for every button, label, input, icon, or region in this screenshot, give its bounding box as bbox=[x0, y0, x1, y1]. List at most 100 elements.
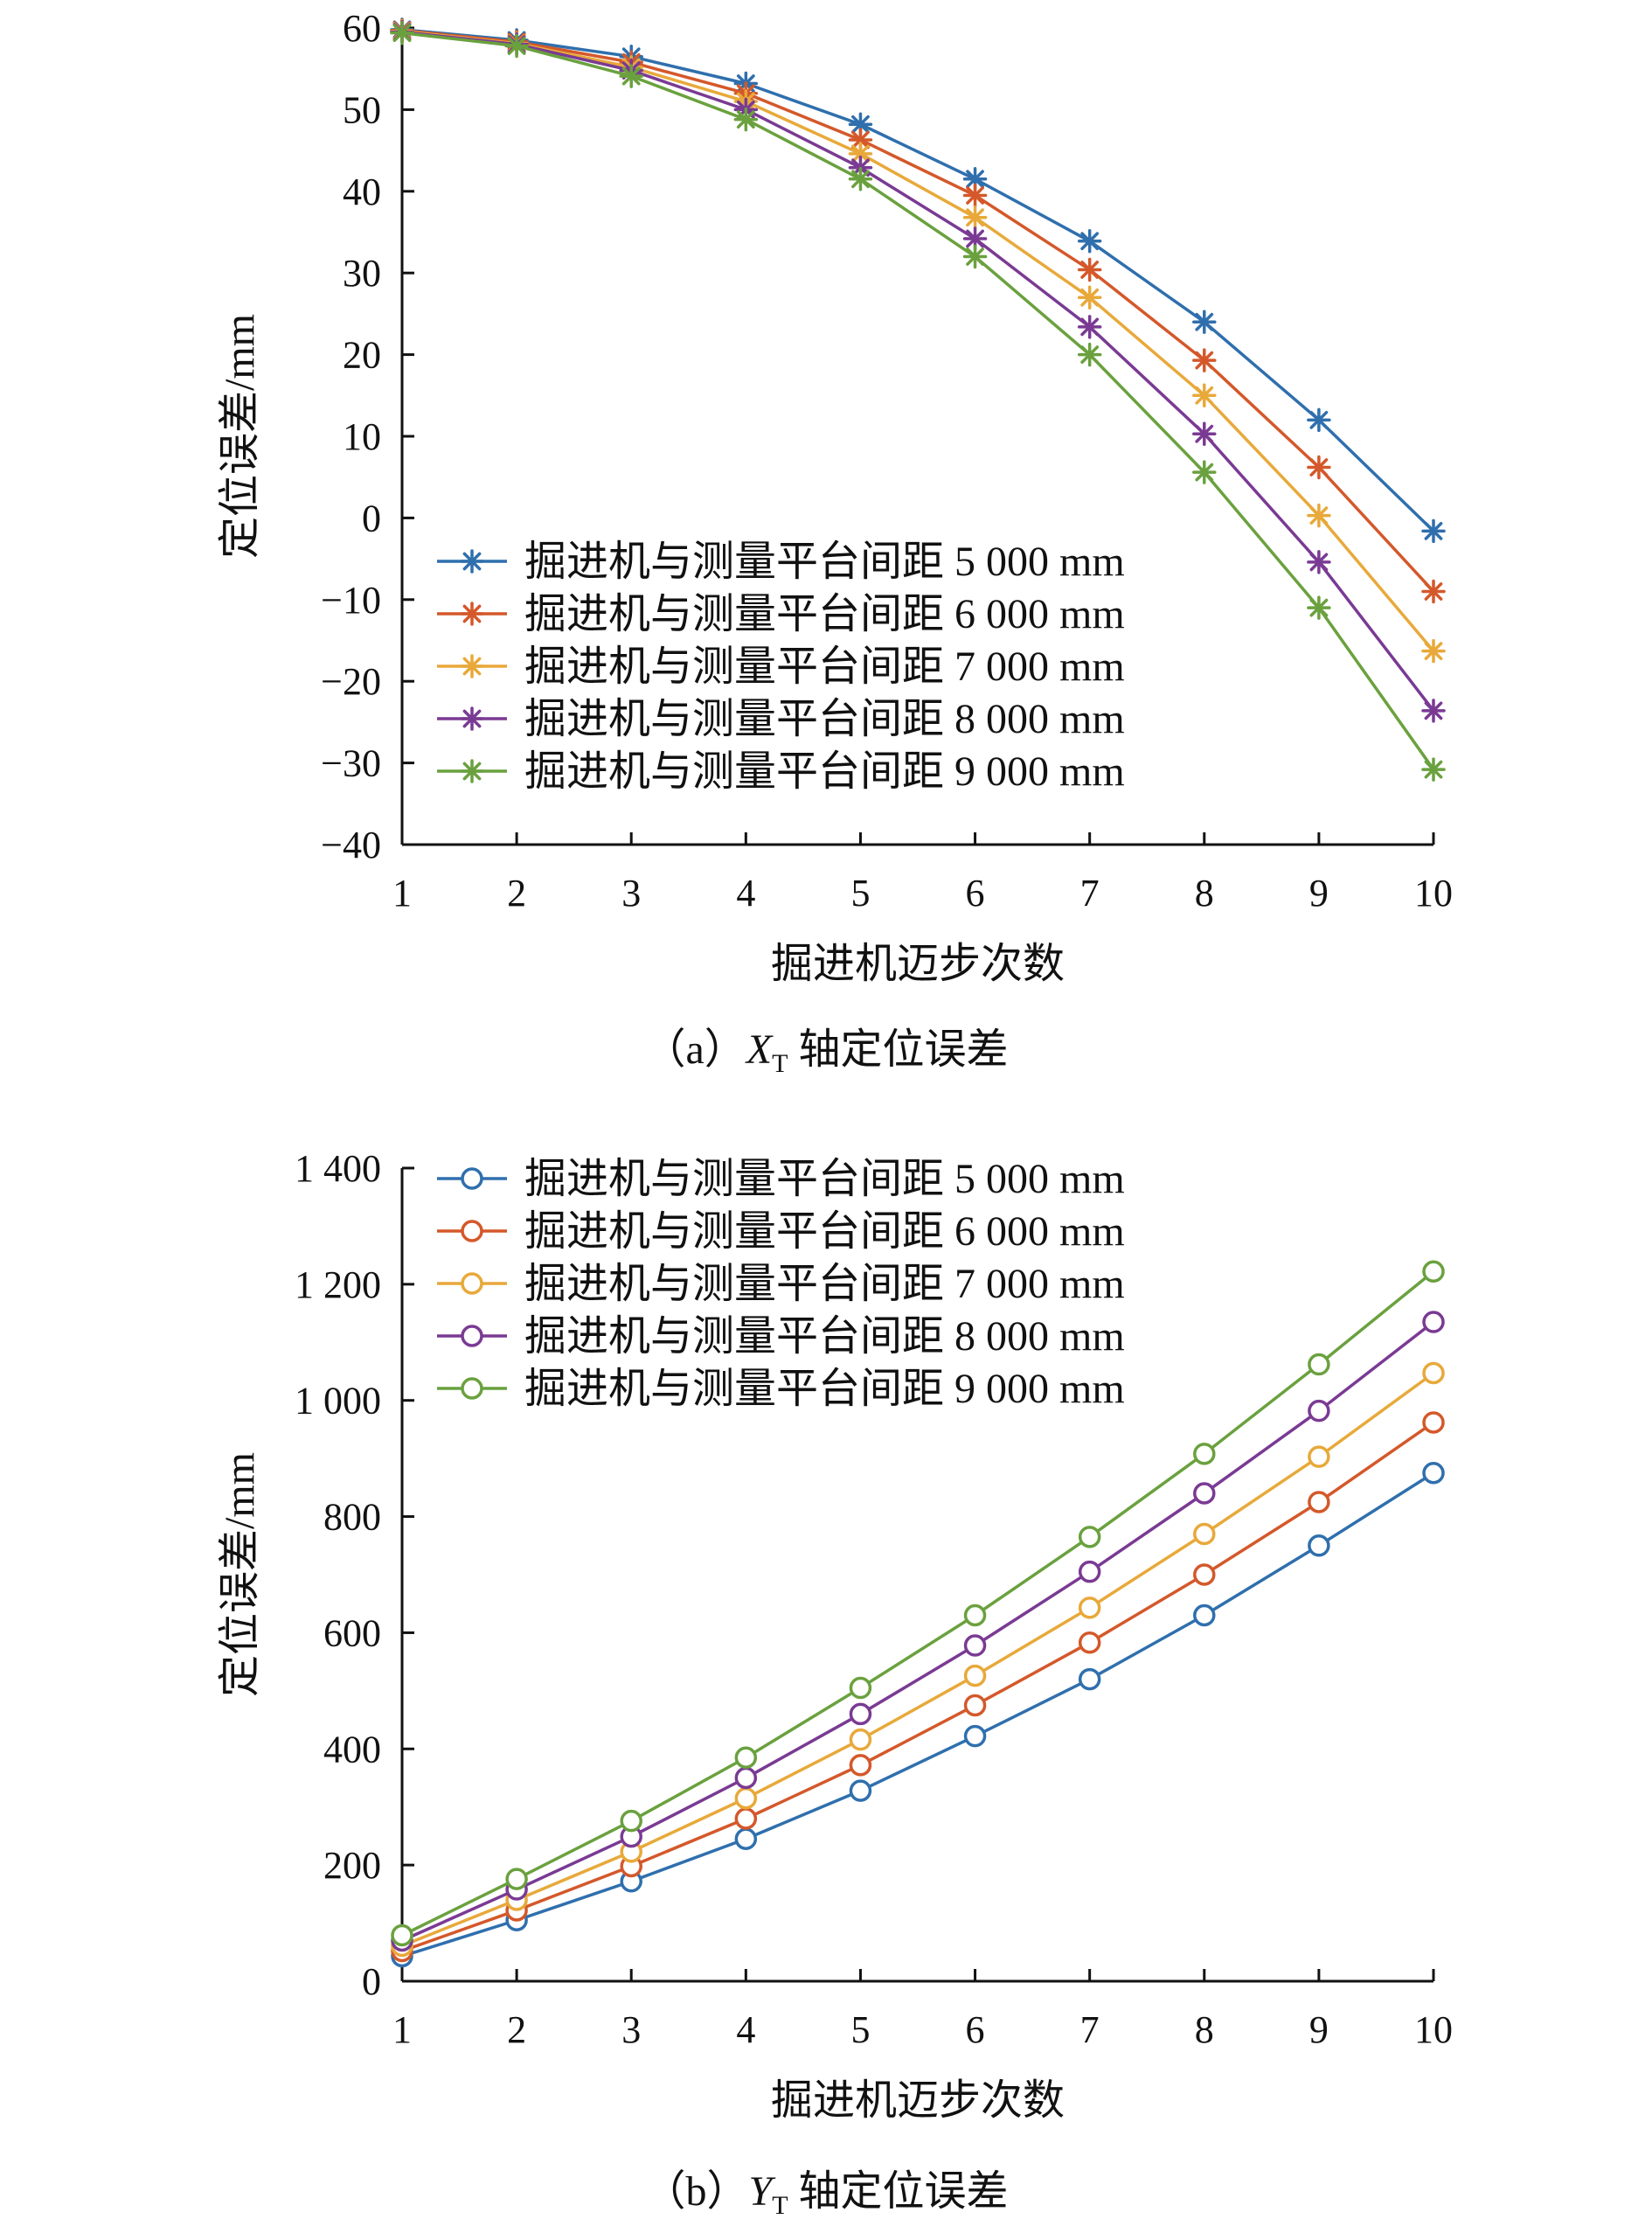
chart-b-legend-item: 掘进机与测量平台间距 7 000 mm bbox=[437, 1261, 1125, 1307]
chart-b-series-line bbox=[401, 1320, 1435, 1943]
chart-a-y-tick-label: 0 bbox=[362, 497, 381, 539]
chart-a-data-point bbox=[962, 205, 988, 230]
chart-a-legend-marker bbox=[460, 549, 484, 574]
chart-b-y-tick-label: 200 bbox=[323, 1844, 381, 1887]
chart-b-x-tick-label: 5 bbox=[850, 2008, 870, 2051]
chart-a-data-point bbox=[1421, 699, 1446, 723]
chart-a-legend-item: 掘进机与测量平台间距 5 000 mm bbox=[437, 539, 1125, 585]
chart-a-data-point bbox=[1307, 455, 1331, 480]
chart-b-data-point bbox=[1193, 1522, 1216, 1546]
chart-a-caption-text: 轴定位误差 bbox=[788, 1026, 1008, 1073]
chart-a-data-point bbox=[1077, 229, 1102, 254]
chart-a-data-point bbox=[1192, 421, 1217, 446]
chart-b-caption-prefix: （b） bbox=[643, 2168, 748, 2215]
chart-b-data-point bbox=[1308, 1353, 1330, 1376]
chart-b-legend: 掘进机与测量平台间距 5 000 mm 掘进机与测量平台间距 6 000 mm 掘进… bbox=[437, 1156, 1125, 1412]
chart-a-y-tick-label: 40 bbox=[343, 170, 381, 213]
chart-b-legend-item: 掘进机与测量平台间距 5 000 mm bbox=[437, 1156, 1125, 1202]
chart-a-caption: （a）XT 轴定位误差 bbox=[644, 1026, 1009, 1078]
chart-b-series-line bbox=[401, 1471, 1434, 1958]
chart-b-x-tick-label: 2 bbox=[507, 2008, 526, 2051]
chart-a-data-point bbox=[962, 183, 988, 208]
chart-a-xt-error: 1 2 3 4 5 6 7 8 9 10 −40 −30 −20 −10 0 10 20 30 40 50 60 定位误差… bbox=[217, 7, 1453, 1078]
chart-a-legend-label: 掘进机与测量平台间距 9 000 mm bbox=[524, 748, 1125, 795]
chart-a-x-tick-label: 7 bbox=[1080, 872, 1100, 915]
chart-b-data-point bbox=[1078, 1597, 1101, 1619]
chart-b-legend-marker bbox=[461, 1377, 483, 1400]
chart-b-data-point bbox=[1078, 1526, 1101, 1548]
chart-b-data-point bbox=[849, 1676, 872, 1700]
chart-b-data-point bbox=[1308, 1399, 1330, 1423]
chart-b-series-5 bbox=[391, 1260, 1445, 1947]
chart-a-y-tick-label: 60 bbox=[343, 7, 381, 50]
chart-b-data-point bbox=[734, 1746, 758, 1769]
chart-b-y-tick-label: 0 bbox=[362, 1960, 381, 2003]
chart-b-data-point bbox=[849, 1754, 872, 1777]
chart-a-series-line bbox=[401, 30, 1435, 712]
chart-a-data-point bbox=[1421, 579, 1446, 604]
chart-b-legend-item: 掘进机与测量平台间距 8 000 mm bbox=[437, 1313, 1125, 1360]
chart-a-y-tick-label: −40 bbox=[321, 824, 381, 866]
chart-a-legend-marker bbox=[460, 706, 484, 731]
chart-a-data-point bbox=[1077, 285, 1102, 310]
chart-a-data-point bbox=[1307, 595, 1331, 620]
chart-b-x-axis-label: 掘进机迈步次数 bbox=[771, 2077, 1065, 2124]
chart-a-data-point bbox=[1192, 460, 1217, 484]
chart-a-series-line bbox=[401, 29, 1435, 593]
chart-b-data-point bbox=[963, 1664, 987, 1687]
chart-b-data-point bbox=[849, 1702, 872, 1726]
chart-b-data-point bbox=[1308, 1491, 1330, 1513]
chart-b-series-line bbox=[401, 1372, 1435, 1948]
chart-a-data-point bbox=[1307, 550, 1331, 574]
chart-b-legend-label: 掘进机与测量平台间距 7 000 mm bbox=[524, 1261, 1125, 1307]
chart-b-x-tick-label: 10 bbox=[1414, 2008, 1453, 2051]
chart-b-data-point bbox=[1308, 1445, 1330, 1468]
chart-a-data-point bbox=[733, 107, 759, 132]
chart-a-legend-marker bbox=[460, 759, 484, 783]
chart-a-series-line bbox=[401, 31, 1435, 771]
chart-b-data-point bbox=[849, 1779, 872, 1802]
chart-b-x-tick-label: 6 bbox=[966, 2008, 985, 2051]
chart-a-x-tick-label: 8 bbox=[1195, 872, 1214, 915]
chart-b-x-tick-label: 3 bbox=[621, 2008, 641, 2051]
chart-a-x-tick-label: 3 bbox=[621, 872, 641, 915]
chart-b-data-point bbox=[1078, 1667, 1101, 1691]
chart-b-caption-text: 轴定位误差 bbox=[788, 2168, 1009, 2215]
chart-b-data-point bbox=[963, 1724, 987, 1748]
chart-b-data-point bbox=[849, 1728, 872, 1751]
chart-a-y-tick-label: −20 bbox=[321, 660, 381, 703]
chart-b-data-point bbox=[734, 1787, 758, 1810]
chart-b-legend-marker bbox=[461, 1167, 483, 1190]
chart-b-data-point bbox=[1422, 1311, 1445, 1333]
chart-a-data-point bbox=[1421, 638, 1446, 664]
chart-b-series-1 bbox=[391, 1462, 1445, 1968]
chart-b-data-point bbox=[1193, 1482, 1216, 1505]
chart-b-data-point bbox=[505, 1868, 528, 1890]
chart-a-data-point bbox=[1421, 518, 1446, 544]
chart-b-series-2 bbox=[391, 1411, 1445, 1963]
chart-b-x-tick-label: 4 bbox=[736, 2008, 755, 2051]
chart-b-series-line bbox=[401, 1421, 1434, 1953]
chart-b-legend-label: 掘进机与测量平台间距 8 000 mm bbox=[524, 1313, 1125, 1360]
chart-a-legend-item: 掘进机与测量平台间距 7 000 mm bbox=[437, 643, 1125, 690]
chart-b-legend-label: 掘进机与测量平台间距 5 000 mm bbox=[524, 1156, 1125, 1202]
chart-b-legend-marker bbox=[461, 1272, 483, 1295]
chart-a-y-tick-label: 10 bbox=[343, 415, 381, 458]
chart-a-legend-label: 掘进机与测量平台间距 6 000 mm bbox=[524, 591, 1125, 637]
chart-b-data-point bbox=[734, 1807, 758, 1830]
chart-b-x-tick-label: 7 bbox=[1080, 2008, 1100, 2051]
chart-a-data-point bbox=[1192, 383, 1217, 408]
chart-b-y-tick-label: 1 400 bbox=[295, 1147, 381, 1190]
chart-a-data-point bbox=[1077, 342, 1102, 367]
chart-b-y-tick-label: 1 000 bbox=[295, 1380, 381, 1423]
chart-a-legend-item: 掘进机与测量平台间距 9 000 mm bbox=[437, 748, 1125, 795]
chart-a-data-point bbox=[504, 33, 529, 59]
chart-a-data-point bbox=[1077, 315, 1102, 339]
chart-b-y-axis-label: 定位误差/mm bbox=[217, 1452, 263, 1697]
chart-a-series-line bbox=[401, 29, 1435, 652]
chart-b-x-tick-label: 1 bbox=[392, 2008, 412, 2051]
chart-a-legend-marker bbox=[460, 654, 484, 678]
chart-b-data-point bbox=[1422, 1411, 1445, 1434]
chart-b-y-tick-label: 1 200 bbox=[295, 1263, 381, 1306]
chart-a-y-tick-label: 30 bbox=[343, 252, 381, 295]
